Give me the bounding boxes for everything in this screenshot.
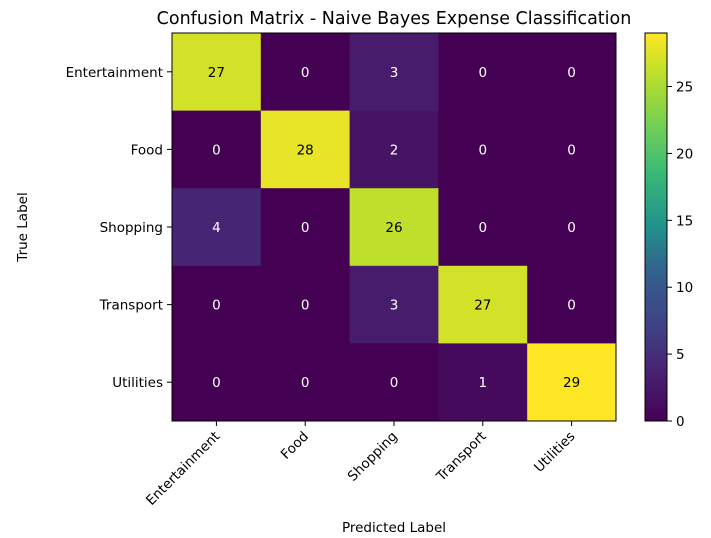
heatmap-cell-labels: 27 0 3 0 0 0 28 2 0 0 4 0 26 0 0 0 0 3 27 0 0 0 0 1 29: [208, 65, 580, 391]
heatmap-cell: [349, 265, 439, 344]
colorbar-tick-label: 0: [676, 414, 685, 430]
x-tick-label: Transport: [433, 429, 490, 486]
heatmap-cell: [349, 188, 439, 267]
cell-value-label: 26: [385, 220, 402, 236]
heatmap-cell: [438, 110, 528, 189]
colorbar-tick-label: 10: [676, 280, 693, 296]
heatmap-cell: [172, 188, 262, 267]
colorbar-ticks: 0 5 10 15 20 25: [667, 80, 693, 430]
heatmap-cell: [172, 343, 262, 422]
heatmap-cell: [260, 265, 351, 344]
cell-value-label: 0: [301, 220, 310, 236]
heatmap-cell: [438, 188, 528, 267]
heatmap-cell: [527, 343, 617, 422]
cell-value-label: 0: [567, 142, 576, 158]
colorbar-tick-label: 20: [676, 146, 693, 162]
cell-value-label: 27: [208, 65, 225, 81]
cell-value-label: 0: [212, 375, 221, 391]
cell-value-label: 0: [212, 298, 221, 314]
cell-value-label: 28: [297, 142, 314, 158]
heatmap-cell: [172, 33, 262, 112]
y-axis-label: True Label: [15, 192, 31, 262]
heatmap-cell: [438, 265, 528, 344]
heatmap-cell: [438, 33, 528, 112]
cell-value-label: 3: [390, 65, 399, 81]
x-tick-label: Entertainment: [143, 429, 223, 509]
y-tick-label: Utilities: [112, 375, 163, 391]
cell-value-label: 0: [301, 65, 310, 81]
cell-value-label: 0: [567, 65, 576, 81]
heatmap-cell: [527, 110, 617, 189]
cell-value-label: 0: [567, 220, 576, 236]
y-tick-label: Transport: [99, 298, 163, 314]
cell-value-label: 4: [212, 220, 221, 236]
chart-title: Confusion Matrix - Naive Bayes Expense C…: [157, 9, 632, 29]
heatmap-cell: [349, 110, 439, 189]
colorbar-tick-label: 5: [676, 347, 685, 363]
heatmap-cell: [349, 343, 439, 422]
cell-value-label: 3: [390, 298, 399, 314]
cell-value-label: 2: [390, 142, 399, 158]
x-axis-label: Predicted Label: [342, 520, 446, 536]
x-tick-label: Food: [278, 429, 312, 463]
heatmap-cell: [527, 188, 617, 267]
cell-value-label: 27: [474, 298, 491, 314]
x-axis-ticks: Entertainment Food Shopping Transport Utilit…: [143, 421, 578, 509]
heatmap-cell: [260, 343, 351, 422]
colorbar-tick-label: 15: [676, 213, 693, 229]
heatmap-cell: [172, 265, 262, 344]
cell-value-label: 0: [212, 142, 221, 158]
colorbar-tick-label: 25: [676, 80, 693, 96]
cell-value-label: 0: [567, 298, 576, 314]
heatmap-cell: [438, 343, 528, 422]
cell-value-label: 0: [479, 220, 488, 236]
cell-value-label: 0: [479, 142, 488, 158]
heatmap-cell: [527, 265, 617, 344]
x-tick-label: Shopping: [345, 429, 401, 485]
x-tick-label: Utilities: [531, 429, 578, 476]
heatmap-cell: [260, 188, 351, 267]
colorbar: [644, 32, 668, 422]
cell-value-label: 1: [479, 375, 488, 391]
heatmap-cell: [260, 33, 351, 112]
y-tick-label: Entertainment: [66, 65, 163, 81]
cell-value-label: 0: [479, 65, 488, 81]
cell-value-label: 0: [301, 375, 310, 391]
heatmap-cell: [172, 110, 262, 189]
cell-value-label: 0: [301, 298, 310, 314]
cell-value-label: 0: [390, 375, 399, 391]
y-tick-label: Shopping: [100, 220, 163, 236]
heatmap-cell: [260, 110, 351, 189]
heatmap-cell: [349, 33, 439, 112]
y-tick-label: Food: [131, 142, 163, 158]
heatmap-cells: [172, 33, 617, 422]
y-axis-ticks: Entertainment Food Shopping Transport Utilit…: [66, 65, 172, 391]
heatmap-cell: [527, 33, 617, 112]
cell-value-label: 29: [563, 375, 580, 391]
